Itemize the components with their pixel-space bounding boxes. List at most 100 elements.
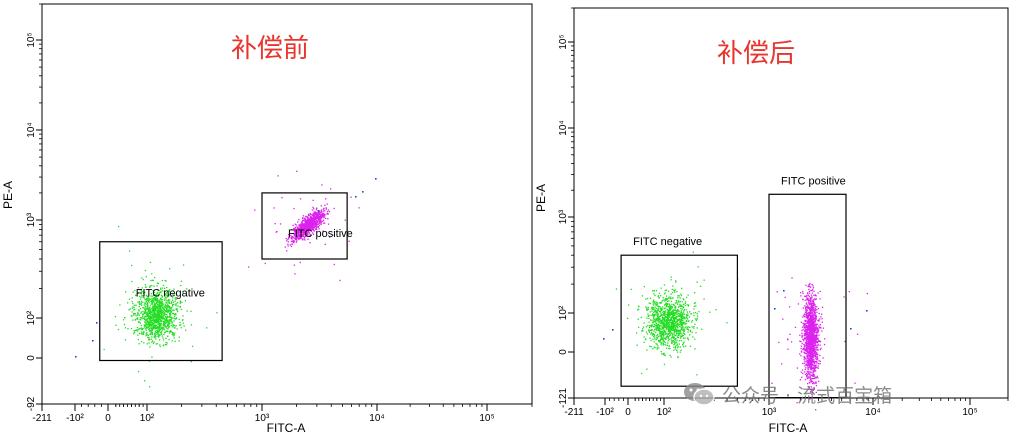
event-dot [661,353,663,355]
event-dot [687,326,689,329]
event-dot [310,230,312,232]
event-dot [157,289,159,291]
event-dot [805,303,807,305]
event-dot [661,335,663,337]
event-dot [809,308,811,311]
event-dot [160,303,162,305]
event-dot [146,318,148,320]
event-dot [323,216,325,218]
event-dot [156,311,158,313]
event-dot [817,340,820,342]
event-dot [659,331,661,333]
population-negative [103,225,218,388]
event-dot [307,213,310,215]
event-dot [665,315,667,317]
event-dot [667,338,669,340]
event-dot [804,371,806,373]
event-dot [797,303,800,305]
event-dot [156,299,158,301]
event-dot [806,355,808,358]
event-dot [657,337,659,339]
event-dot [806,357,809,359]
event-dot [311,214,314,216]
event-dot [153,302,156,304]
event-dot [166,317,168,319]
event-dot [668,325,670,328]
event-dot [657,307,660,309]
event-dot [669,312,671,315]
event-dot [182,322,184,324]
event-dot [164,323,166,325]
event-dot [164,299,166,302]
event-dot [800,341,802,343]
event-dot [811,296,813,298]
event-dot [309,219,311,221]
event-dot [145,329,147,331]
event-dot [668,321,670,323]
event-dot [693,326,695,328]
event-dot [655,311,657,313]
event-dot [325,207,327,209]
event-dot [679,351,681,353]
event-dot [156,301,158,303]
event-dot [301,238,304,240]
event-dot [805,309,807,311]
event-dot [809,360,811,362]
event-dot [132,303,134,305]
event-dot [148,321,151,323]
event-dot [807,345,809,347]
event-dot [672,314,674,316]
event-dot [157,294,160,296]
event-dot [653,316,655,318]
event-dot [324,215,326,217]
event-dot [803,349,805,351]
event-dot [653,314,655,316]
event-dot [150,317,153,319]
event-dot [304,225,307,228]
event-dot [669,308,671,310]
event-dot [299,230,302,232]
event-dot [148,309,150,311]
event-dot [303,232,305,234]
event-dot [676,324,678,326]
y-axis-label: PE-A [1,181,15,209]
y-tick-label: 10⁵ [558,34,569,49]
event-dot [817,367,819,369]
event-dot [810,363,813,365]
event-dot [663,317,665,319]
event-dot [167,306,170,308]
event-dot [815,357,817,360]
event-dot [157,329,159,331]
event-dot [813,386,815,389]
event-dot [156,317,158,320]
event-dot [684,317,686,319]
event-dot [160,288,162,291]
event-dot [300,225,302,227]
event-dot [670,305,672,307]
event-dot [814,369,816,371]
event-dot [815,382,817,384]
event-dot [131,315,133,317]
event-dot [165,313,167,315]
event-dot [142,314,144,316]
event-dot [131,311,133,313]
event-dot [156,294,158,296]
event-dot [156,282,159,284]
event-dot [137,328,139,331]
event-dot [133,307,135,309]
event-dot [180,280,183,282]
event-dot [149,310,151,312]
event-dot [287,237,290,240]
event-dot [297,227,299,229]
event-dot [817,365,819,367]
event-dot [802,298,804,300]
event-dot [799,334,801,336]
event-dot [665,313,668,316]
event-dot [663,313,665,315]
event-dot [660,341,662,343]
event-dot [142,307,144,309]
event-dot [149,333,151,335]
event-dot [806,354,809,357]
event-dot [812,333,815,335]
event-dot [298,219,300,221]
